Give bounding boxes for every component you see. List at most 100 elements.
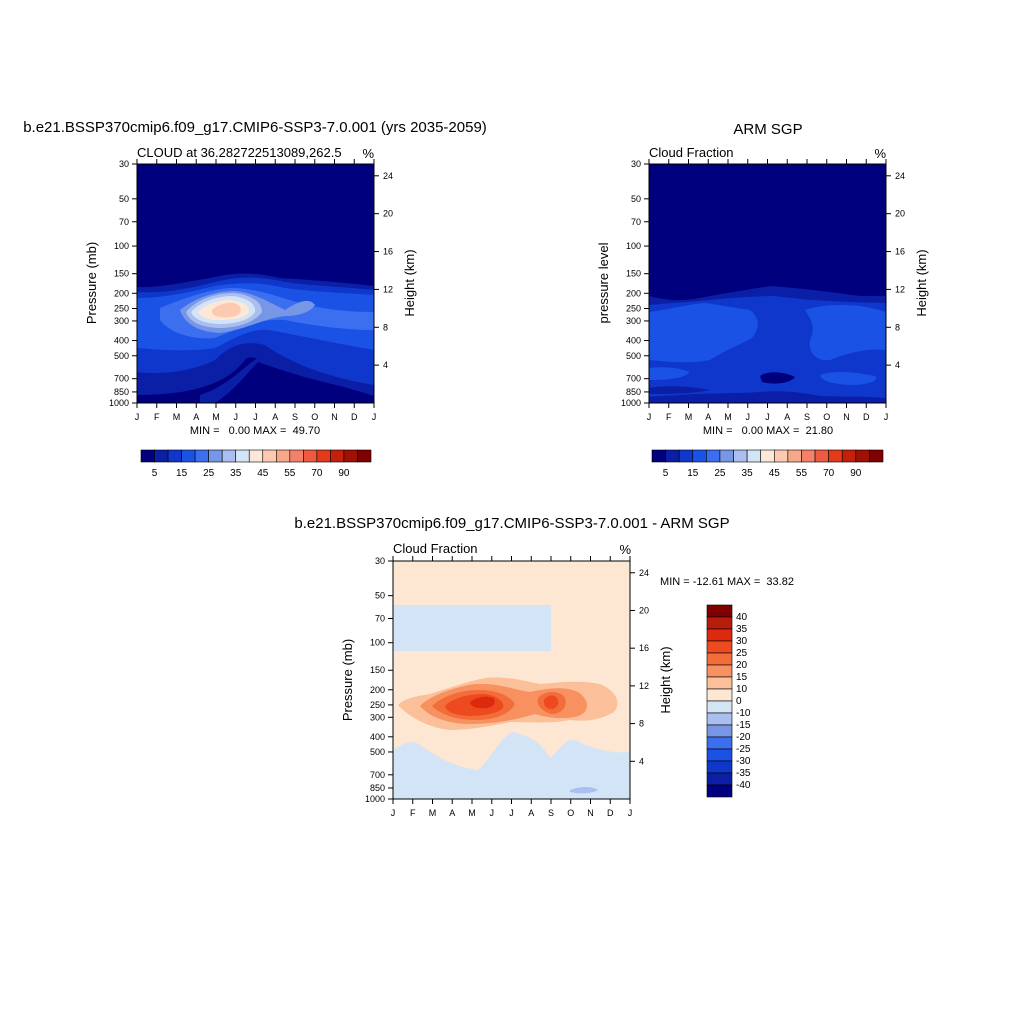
- x-tick-label: J: [746, 412, 751, 422]
- colorbar-swatch: [801, 449, 816, 463]
- x-tick-label: O: [823, 412, 830, 422]
- colorbar-swatch: [706, 712, 733, 726]
- y-tick-label: 200: [626, 288, 641, 298]
- colorbar-swatch: [706, 652, 733, 666]
- x-tick-label: J: [765, 412, 770, 422]
- panel-model-title: b.e21.BSSP370cmip6.f09_g17.CMIP6-SSP3-7.…: [23, 119, 487, 136]
- colorbar-swatch: [692, 449, 707, 463]
- colorbar-swatch: [706, 700, 733, 714]
- colorbar-swatch: [706, 616, 733, 630]
- colorbar-label: 10: [736, 684, 748, 695]
- colorbar-swatch: [706, 628, 733, 642]
- colorbar-swatch: [262, 449, 277, 463]
- colorbar-label: 55: [284, 468, 296, 479]
- y-tick-label: 850: [114, 387, 129, 397]
- y-tick-right-label: 24: [895, 171, 905, 181]
- colorbar-swatch: [828, 449, 843, 463]
- y-tick-label: 200: [114, 288, 129, 298]
- x-tick-label: J: [372, 412, 377, 422]
- colorbar-label: 35: [742, 468, 754, 479]
- x-tick-label: M: [212, 412, 220, 422]
- y-tick-right-label: 4: [639, 756, 644, 766]
- panel-diff-subtitle: Cloud Fraction: [393, 541, 478, 556]
- panel-model: b.e21.BSSP370cmip6.f09_g17.CMIP6-SSP3-7.…: [23, 119, 487, 479]
- x-tick-label: M: [468, 808, 476, 818]
- colorbar-label: 70: [823, 468, 835, 479]
- colorbar-swatch: [221, 449, 237, 463]
- x-tick-label: A: [193, 412, 199, 422]
- colorbar-label: 15: [687, 468, 699, 479]
- y-tick-right-label: 12: [639, 681, 649, 691]
- colorbar-swatch: [841, 449, 857, 463]
- panel-obs-field: [649, 164, 886, 403]
- contour-band-45: [211, 302, 241, 318]
- panel-obs-colorbar: 5 15 25 35 45 55 70 90: [651, 449, 884, 479]
- colorbar-swatch: [706, 760, 733, 774]
- y-tick-label: 100: [370, 638, 385, 648]
- y-tick-label: 300: [626, 316, 641, 326]
- colorbar-label: -30: [736, 756, 751, 767]
- colorbar-label: -40: [736, 780, 751, 791]
- colorbar-label: 20: [736, 660, 748, 671]
- x-tick-label: M: [173, 412, 181, 422]
- colorbar-swatch: [706, 736, 733, 750]
- colorbar-label: 25: [714, 468, 726, 479]
- x-tick-label: J: [253, 412, 258, 422]
- y-tick-right-label: 8: [383, 322, 388, 332]
- y-tick-label: 70: [375, 614, 385, 624]
- x-tick-label: O: [567, 808, 574, 818]
- panel-obs-title: ARM SGP: [733, 121, 802, 138]
- contour-band-dark-1: [760, 372, 795, 384]
- colorbar-label: 15: [176, 468, 188, 479]
- y-tick-label: 1000: [109, 398, 129, 408]
- x-tick-label: M: [724, 412, 732, 422]
- colorbar-swatch: [303, 449, 318, 463]
- contour-band-dark-2: [649, 386, 710, 394]
- x-tick-label: D: [607, 808, 614, 818]
- colorbar-swatch: [194, 449, 209, 463]
- x-tick-label: S: [548, 808, 554, 818]
- y-tick-label: 850: [626, 387, 641, 397]
- y-tick-right-label: 24: [639, 568, 649, 578]
- y-tick-label: 300: [370, 712, 385, 722]
- colorbar-label: 30: [736, 636, 748, 647]
- y-tick-label: 1000: [621, 398, 641, 408]
- y-tick-label: 250: [370, 700, 385, 710]
- colorbar-label: 40: [736, 612, 748, 623]
- colorbar-label: -35: [736, 768, 751, 779]
- colorbar-swatch: [665, 449, 680, 463]
- y-tick-label: 50: [631, 194, 641, 204]
- colorbar-swatch: [773, 449, 789, 463]
- y-tick-label: 700: [114, 374, 129, 384]
- y-tick-label: 150: [370, 665, 385, 675]
- y-tick-label: 30: [631, 159, 641, 169]
- panel-model-ylabel-right: Height (km): [402, 249, 417, 316]
- x-tick-label: O: [311, 412, 318, 422]
- panel-obs-ylabel: pressure level: [596, 242, 611, 323]
- panel-diff: b.e21.BSSP370cmip6.f09_g17.CMIP6-SSP3-7.…: [294, 515, 794, 818]
- colorbar-label: 15: [736, 672, 748, 683]
- colorbar-swatch: [706, 688, 733, 702]
- y-tick-label: 70: [631, 217, 641, 227]
- colorbar-label: 25: [736, 648, 748, 659]
- x-tick-label: M: [685, 412, 693, 422]
- colorbar-swatch: [248, 449, 264, 463]
- colorbar-swatch: [706, 724, 733, 738]
- contour-band-15: [649, 303, 758, 363]
- colorbar-swatch: [706, 604, 733, 618]
- panel-obs-ylabel-right: Height (km): [914, 249, 929, 316]
- panel-obs-stats: MIN = 0.00 MAX = 21.80: [703, 425, 833, 437]
- y-tick-right-label: 20: [383, 209, 393, 219]
- panel-diff-ylabel-right: Height (km): [658, 646, 673, 713]
- contour-band-25b: [543, 695, 559, 710]
- contour-band-15b: [805, 305, 886, 361]
- y-tick-label: 70: [119, 217, 129, 227]
- y-tick-label: 30: [375, 556, 385, 566]
- y-tick-label: 500: [114, 351, 129, 361]
- panel-model-colorbar: 5 15 25 35 45 55 70 90: [140, 449, 372, 479]
- colorbar-swatch: [706, 784, 733, 798]
- y-tick-label: 50: [119, 194, 129, 204]
- panel-model-field: [137, 164, 374, 403]
- x-tick-label: J: [884, 412, 889, 422]
